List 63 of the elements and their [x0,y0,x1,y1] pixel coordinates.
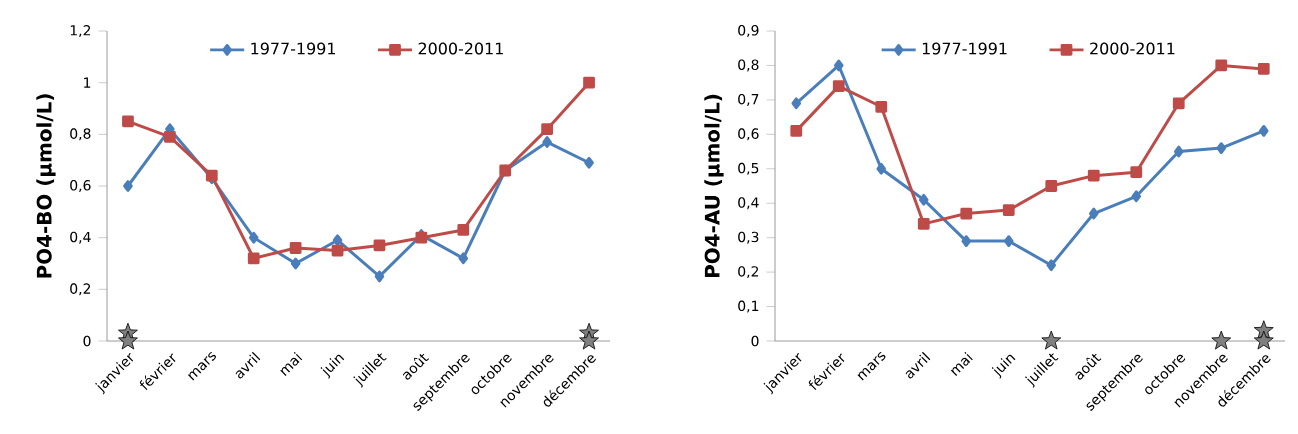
point [247,252,260,265]
point [1045,180,1058,192]
point [541,123,554,136]
point [961,235,972,247]
point [1216,142,1227,154]
y-tick-label: 0,8 [738,59,759,72]
point [1130,166,1143,179]
point [1002,204,1015,216]
y-tick-label: 0 [751,335,759,347]
point [584,156,594,169]
point [1088,207,1099,220]
y-tick-label: 0,2 [738,266,759,279]
point [163,131,176,143]
point [248,231,259,244]
point [1131,190,1142,203]
point [583,76,595,89]
point [1172,97,1185,110]
legend-label: 2000-2011 [1090,42,1175,55]
y-tick-label: 0 [83,335,91,347]
point [290,257,301,270]
point [876,162,887,175]
point [1215,59,1228,72]
y-tick-label: 0,2 [70,283,91,296]
y-tick-label: 0,3 [738,231,759,244]
point [960,207,973,220]
legend-label: 1977-1991 [922,42,1007,55]
point [123,180,133,192]
y-tick-label: 0,1 [738,300,759,313]
y-tick-label: 0,7 [738,93,759,106]
point [122,115,134,128]
point [875,100,888,113]
y-axis-title: PO4-AU (µmol/L) [704,94,724,278]
y-tick-label: 1 [84,77,91,88]
legend-label: 1977-1991 [251,42,336,55]
point [1258,125,1269,137]
y-tick-label: 0,5 [738,162,759,175]
point [542,136,552,148]
point [1257,63,1270,75]
y-tick-label: 0,9 [738,25,759,37]
point [917,218,930,230]
point [289,242,302,254]
point [458,252,469,265]
y-tick-label: 0,8 [70,128,91,141]
point [1046,259,1057,272]
y-axis-title: PO4-BO (µmol/L) [36,94,56,278]
legend-label: 2000-2011 [418,42,503,55]
point [833,59,844,72]
y-tick-label: 0,6 [70,180,91,192]
point [457,224,470,236]
y-tick-label: 1,2 [70,25,91,37]
point [832,80,845,92]
point [1173,145,1184,158]
point [373,239,386,252]
point [1003,235,1014,247]
point [791,97,802,110]
point [790,125,803,137]
y-tick-label: 0,4 [70,231,91,244]
point [331,244,344,257]
y-tick-label: 0,6 [738,128,759,141]
point [374,270,385,283]
point [918,193,929,206]
point [1087,169,1100,182]
y-tick-label: 0,4 [738,197,759,210]
